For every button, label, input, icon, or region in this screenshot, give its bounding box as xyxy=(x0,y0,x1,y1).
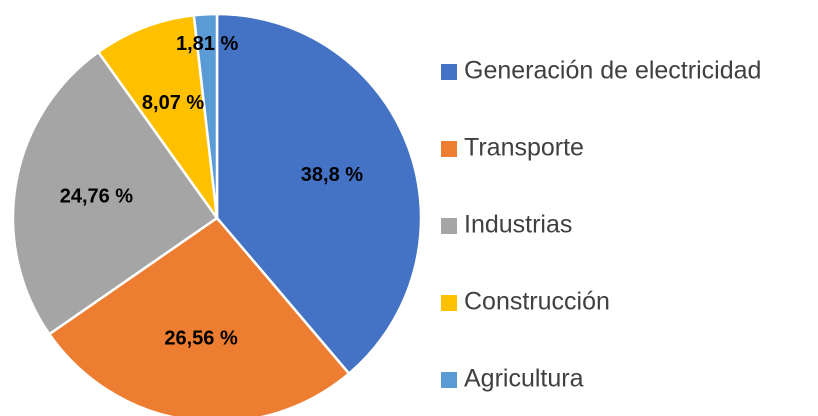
data-label: 24,76 % xyxy=(60,185,134,207)
data-label: 1,81 % xyxy=(176,33,238,55)
legend-swatch xyxy=(441,141,457,157)
data-label: 38,8 % xyxy=(301,164,363,186)
legend-label: Industrias xyxy=(464,211,572,239)
legend-swatch xyxy=(441,295,457,311)
legend-label: Construcción xyxy=(464,288,610,316)
data-label: 8,07 % xyxy=(142,92,204,114)
pie-slice xyxy=(47,216,351,416)
pie-slice xyxy=(11,50,219,336)
legend-label: Agricultura xyxy=(464,365,584,393)
data-label: 26,56 % xyxy=(164,328,238,350)
pie-slice xyxy=(192,12,219,219)
pie-slice xyxy=(96,13,219,223)
legend-label: Transporte xyxy=(464,134,584,162)
legend-swatch xyxy=(441,64,457,80)
legend-swatch xyxy=(441,218,457,234)
pie-slice xyxy=(215,12,423,376)
legend-swatch xyxy=(441,372,457,388)
legend-label: Generación de electricidad xyxy=(464,57,761,85)
